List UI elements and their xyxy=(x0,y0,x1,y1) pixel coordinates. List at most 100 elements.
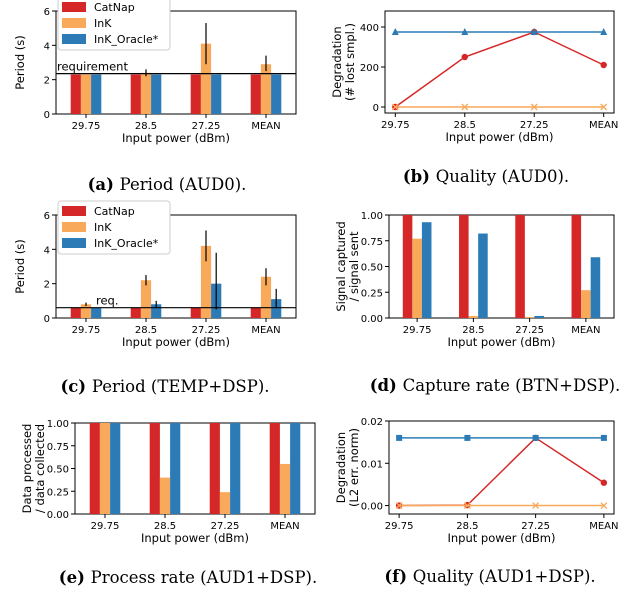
y-tick-label: 0.01 xyxy=(361,459,383,470)
y-tick-label: 0.00 xyxy=(361,502,383,513)
y-axis-label-line: Period (s) xyxy=(13,239,27,293)
bar-ink xyxy=(200,43,212,114)
marker-ink xyxy=(461,103,469,111)
bar-catnap xyxy=(130,307,141,318)
bar-ink_oracle xyxy=(534,315,544,318)
x-axis-label: Input power (dBm) xyxy=(122,131,230,145)
marker-catnap xyxy=(600,61,607,69)
y-tick-label: 0.75 xyxy=(361,237,383,248)
legend-swatch-ink xyxy=(62,222,86,232)
legend-frame xyxy=(57,0,171,51)
y-tick-label: 400 xyxy=(360,23,379,34)
x-tick-label: 28.5 xyxy=(456,521,478,532)
legend-label-ink_oracle: InK_Oracle* xyxy=(94,237,159,250)
requirement-label: requirement xyxy=(57,60,128,74)
bar-ink_oracle xyxy=(170,423,181,514)
bar-ink xyxy=(219,492,231,514)
x-tick-label: 29.75 xyxy=(72,121,101,132)
marker-ink_oracle xyxy=(600,434,607,441)
caption-text: Quality (AUD1+DSP). xyxy=(413,567,596,586)
bar-ink xyxy=(412,238,422,318)
y-axis-label-line: Period (s) xyxy=(13,35,27,89)
marker-ink_oracle xyxy=(532,434,539,441)
x-tick-label: 29.75 xyxy=(72,325,101,336)
caption-label: (f) xyxy=(384,567,412,586)
y-axis-label: Period (s) xyxy=(13,239,27,293)
marker-ink_oracle xyxy=(464,434,471,441)
caption-label: (c) xyxy=(60,377,91,396)
bar-ink xyxy=(279,463,291,514)
legend-label-ink_oracle: InK_Oracle* xyxy=(94,33,159,46)
bar-ink xyxy=(468,315,479,318)
y-axis-label-line: (# lost smpl.) xyxy=(343,23,357,101)
y-tick-label: 4 xyxy=(44,41,50,52)
x-tick-label: 27.25 xyxy=(192,121,221,132)
chart-panel-c: 0 2 4 6 Period (s) Input power (dBm) 29.75 28.5… xyxy=(13,200,297,396)
y-axis-label: Data processed/ data collected xyxy=(20,424,47,514)
y-axis-label-line: Signal captured xyxy=(334,221,348,311)
bar-ink xyxy=(140,280,152,318)
legend-label-catnap: CatNap xyxy=(94,205,135,218)
legend-swatch-ink_oracle xyxy=(62,238,86,248)
bar-ink_oracle xyxy=(478,233,488,318)
bar-catnap xyxy=(402,215,413,318)
x-tick-label: 29.75 xyxy=(91,521,120,532)
y-tick-label: 1.00 xyxy=(361,211,383,222)
legend: CatNap InK InK_Oracle* xyxy=(57,200,171,255)
legend-swatch-catnap xyxy=(62,206,86,216)
bar-catnap xyxy=(269,423,280,514)
marker-ink xyxy=(463,502,471,510)
bar-ink_oracle xyxy=(290,423,301,514)
bar-ink_oracle xyxy=(151,74,162,114)
x-tick-label: 29.75 xyxy=(403,325,432,336)
marker-catnap xyxy=(600,479,608,486)
requirement-label-bg xyxy=(57,59,137,72)
bar-catnap xyxy=(190,74,201,114)
bar-ink xyxy=(140,72,152,114)
bar-catnap xyxy=(70,74,81,114)
y-tick-label: 6 xyxy=(44,7,50,18)
y-tick-label: 2 xyxy=(44,76,50,87)
y-tick-label: 1.00 xyxy=(47,419,69,430)
bar-catnap xyxy=(571,215,582,318)
marker-ink xyxy=(532,502,540,510)
bar-ink xyxy=(80,304,92,318)
bar-ink_oracle xyxy=(110,423,121,514)
y-tick-label: 0.50 xyxy=(47,465,69,476)
y-axis-label-line: Degradation xyxy=(334,432,348,503)
legend-swatch-ink xyxy=(62,18,86,28)
x-tick-label: 27.25 xyxy=(211,521,240,532)
marker-ink xyxy=(530,103,538,111)
series-line-catnap xyxy=(394,31,605,108)
marker-ink_oracle xyxy=(600,28,608,35)
caption-text: Period (TEMP+DSP). xyxy=(92,377,270,396)
legend-swatch-catnap xyxy=(62,2,86,12)
bar-catnap xyxy=(209,423,220,514)
y-axis-label: Degradation(# lost smpl.) xyxy=(330,23,357,101)
plot-frame xyxy=(388,420,615,515)
bar-catnap xyxy=(70,307,81,318)
y-tick-label: 6 xyxy=(44,211,50,222)
x-axis-label: Input power (dBm) xyxy=(122,335,230,349)
caption-f: (f) Quality (AUD1+DSP). xyxy=(384,567,595,586)
plot-frame xyxy=(55,10,297,115)
bar-ink_oracle xyxy=(590,257,601,318)
x-tick-label: MEAN xyxy=(589,521,618,532)
caption-label: (d) xyxy=(370,376,403,395)
bar-catnap xyxy=(250,74,261,114)
y-tick-label: 0.00 xyxy=(361,314,383,325)
marker-ink xyxy=(395,502,403,510)
legend-label-ink: InK xyxy=(94,17,112,30)
caption-label: (b) xyxy=(403,167,436,186)
y-tick-label: 0.75 xyxy=(47,442,69,453)
bar-ink xyxy=(80,74,92,114)
bar-ink_oracle xyxy=(211,74,222,114)
bar-ink_oracle xyxy=(271,74,282,114)
y-axis-label-line: Data processed xyxy=(20,424,34,514)
x-tick-label: 29.75 xyxy=(381,120,410,131)
marker-ink_oracle xyxy=(530,28,538,35)
marker-ink_oracle xyxy=(396,434,403,441)
